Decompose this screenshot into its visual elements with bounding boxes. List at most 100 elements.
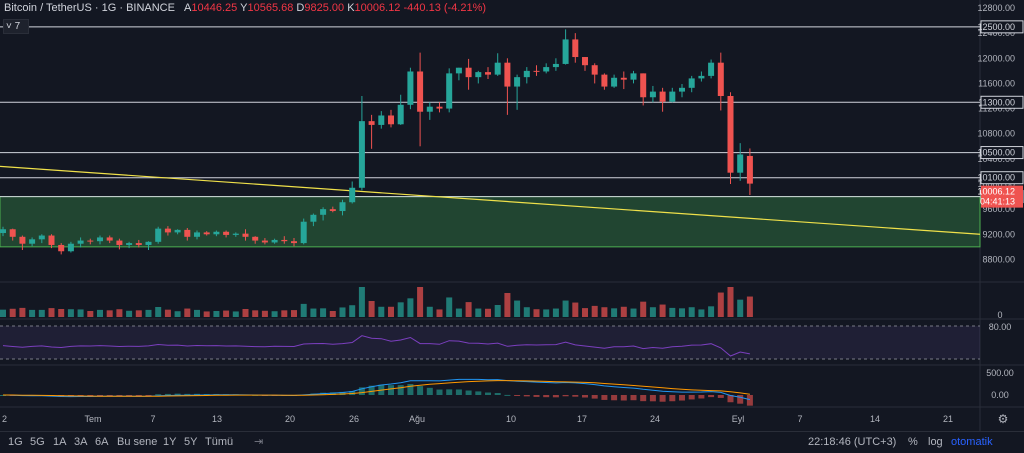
volume-bar — [388, 306, 394, 317]
level-price-box — [980, 20, 1024, 34]
volume-bar — [562, 300, 569, 317]
volume-bar — [9, 308, 16, 317]
volume-bar — [155, 307, 162, 317]
candle-body — [717, 62, 724, 96]
macd-histogram-bar — [572, 395, 579, 397]
volume-bar — [688, 307, 695, 317]
candle-body — [475, 72, 482, 78]
volume-bar — [291, 310, 297, 317]
level-price-label: 11300.00 — [978, 97, 1015, 107]
candle-body — [97, 237, 103, 242]
tf-3a[interactable]: 3A — [74, 436, 88, 448]
macd-histogram-bar — [164, 393, 171, 395]
candle-body — [582, 57, 588, 66]
macd-histogram-bar — [426, 387, 433, 395]
volume-bar — [126, 310, 133, 317]
candle-body — [213, 231, 220, 235]
macd-histogram-bar — [397, 385, 404, 395]
rsi-line — [2, 335, 750, 357]
candle-body — [601, 74, 608, 87]
level-price-label: 12500.00 — [977, 22, 1015, 32]
clock-readout[interactable]: 22:18:46 (UTC+3) — [808, 436, 897, 448]
volume-bar — [455, 308, 462, 317]
volume-bar — [261, 310, 268, 317]
volume-bar — [397, 302, 404, 317]
volume-bar — [29, 309, 36, 317]
volume-bar — [417, 287, 424, 317]
volume-bar — [339, 307, 346, 317]
high-label: Y — [240, 2, 248, 14]
time-tick-label: 21 — [943, 414, 953, 424]
volume-bar — [0, 309, 6, 317]
tf-1y[interactable]: 1Y — [163, 436, 177, 448]
macd-histogram-bar — [620, 395, 627, 401]
log-toggle[interactable]: log — [928, 436, 943, 448]
tf-5y[interactable]: 5Y — [184, 436, 198, 448]
macd-histogram-bar — [591, 395, 598, 399]
candle-body — [291, 241, 297, 244]
candle-body — [552, 63, 559, 68]
candle-body — [135, 243, 142, 245]
volume-bar — [271, 311, 278, 317]
time-tick-label: Tem — [84, 414, 101, 424]
current-price-label: 10006.12 — [977, 187, 1015, 197]
tf-bu-sene[interactable]: Bu sene — [117, 436, 158, 448]
rsi-band — [0, 326, 980, 359]
volume-bar — [67, 309, 74, 317]
volume-bar — [300, 303, 307, 317]
tf-1a[interactable]: 1A — [53, 436, 67, 448]
tf-6a[interactable]: 6A — [95, 436, 109, 448]
tf-1g[interactable]: 1G — [8, 436, 23, 448]
volume-bar — [591, 305, 598, 317]
volume-bar — [116, 309, 123, 317]
candle-body — [87, 240, 94, 242]
candle-body — [116, 240, 123, 245]
candle-body — [300, 221, 307, 244]
volume-bar — [533, 309, 540, 317]
volume-bar — [87, 311, 94, 317]
macd-histogram-bar — [533, 395, 540, 397]
macd-histogram-bar — [543, 395, 550, 398]
volume-bar — [552, 308, 559, 317]
macd-histogram-bar — [116, 395, 123, 396]
candle-body — [388, 115, 394, 125]
macd-histogram-bar — [126, 395, 133, 396]
candle-body — [145, 241, 152, 245]
percent-toggle[interactable]: % — [908, 436, 918, 448]
tf-tumu[interactable]: Tümü — [205, 436, 234, 448]
candle-body — [630, 73, 637, 80]
candle-body — [29, 239, 36, 244]
tf-5g[interactable]: 5G — [30, 436, 45, 448]
date-range-icon[interactable]: ⇥ — [254, 436, 264, 448]
candle-body — [349, 187, 356, 203]
macd-histogram-bar — [358, 387, 365, 395]
price-tick-label: 9600.00 — [982, 204, 1015, 214]
candle-body — [649, 91, 656, 98]
candle-body — [746, 155, 753, 184]
macd-histogram-bar — [611, 395, 618, 401]
volume-bar — [349, 305, 356, 317]
macd-histogram-bar — [746, 395, 753, 406]
symbol-title: Bitcoin / TetherUS · 1G · BINANCE — [4, 2, 175, 14]
candle-body — [194, 232, 200, 237]
indicators-collapse-button[interactable]: ˅ 7 — [3, 19, 29, 34]
level-price-box — [980, 146, 1024, 160]
low-value: 9825.00 — [304, 2, 345, 14]
low-label: D — [296, 2, 305, 14]
volume-bar — [446, 297, 453, 317]
volume-bar — [582, 308, 588, 317]
macd-histogram-bar — [388, 385, 394, 395]
candle-body — [19, 236, 26, 244]
auto-toggle[interactable]: otomatik — [951, 436, 993, 448]
volume-bar — [48, 308, 55, 317]
macd-histogram-bar — [504, 394, 511, 396]
candle-body — [679, 87, 685, 92]
candle-body — [38, 235, 45, 240]
candle-body — [727, 96, 734, 173]
volume-bar — [145, 309, 152, 317]
price-tick-label: 12800.00 — [977, 3, 1015, 13]
rsi-axis-label: 80.00 — [989, 322, 1012, 332]
volume-bar — [77, 309, 84, 317]
time-tick-label: 7 — [150, 414, 155, 424]
